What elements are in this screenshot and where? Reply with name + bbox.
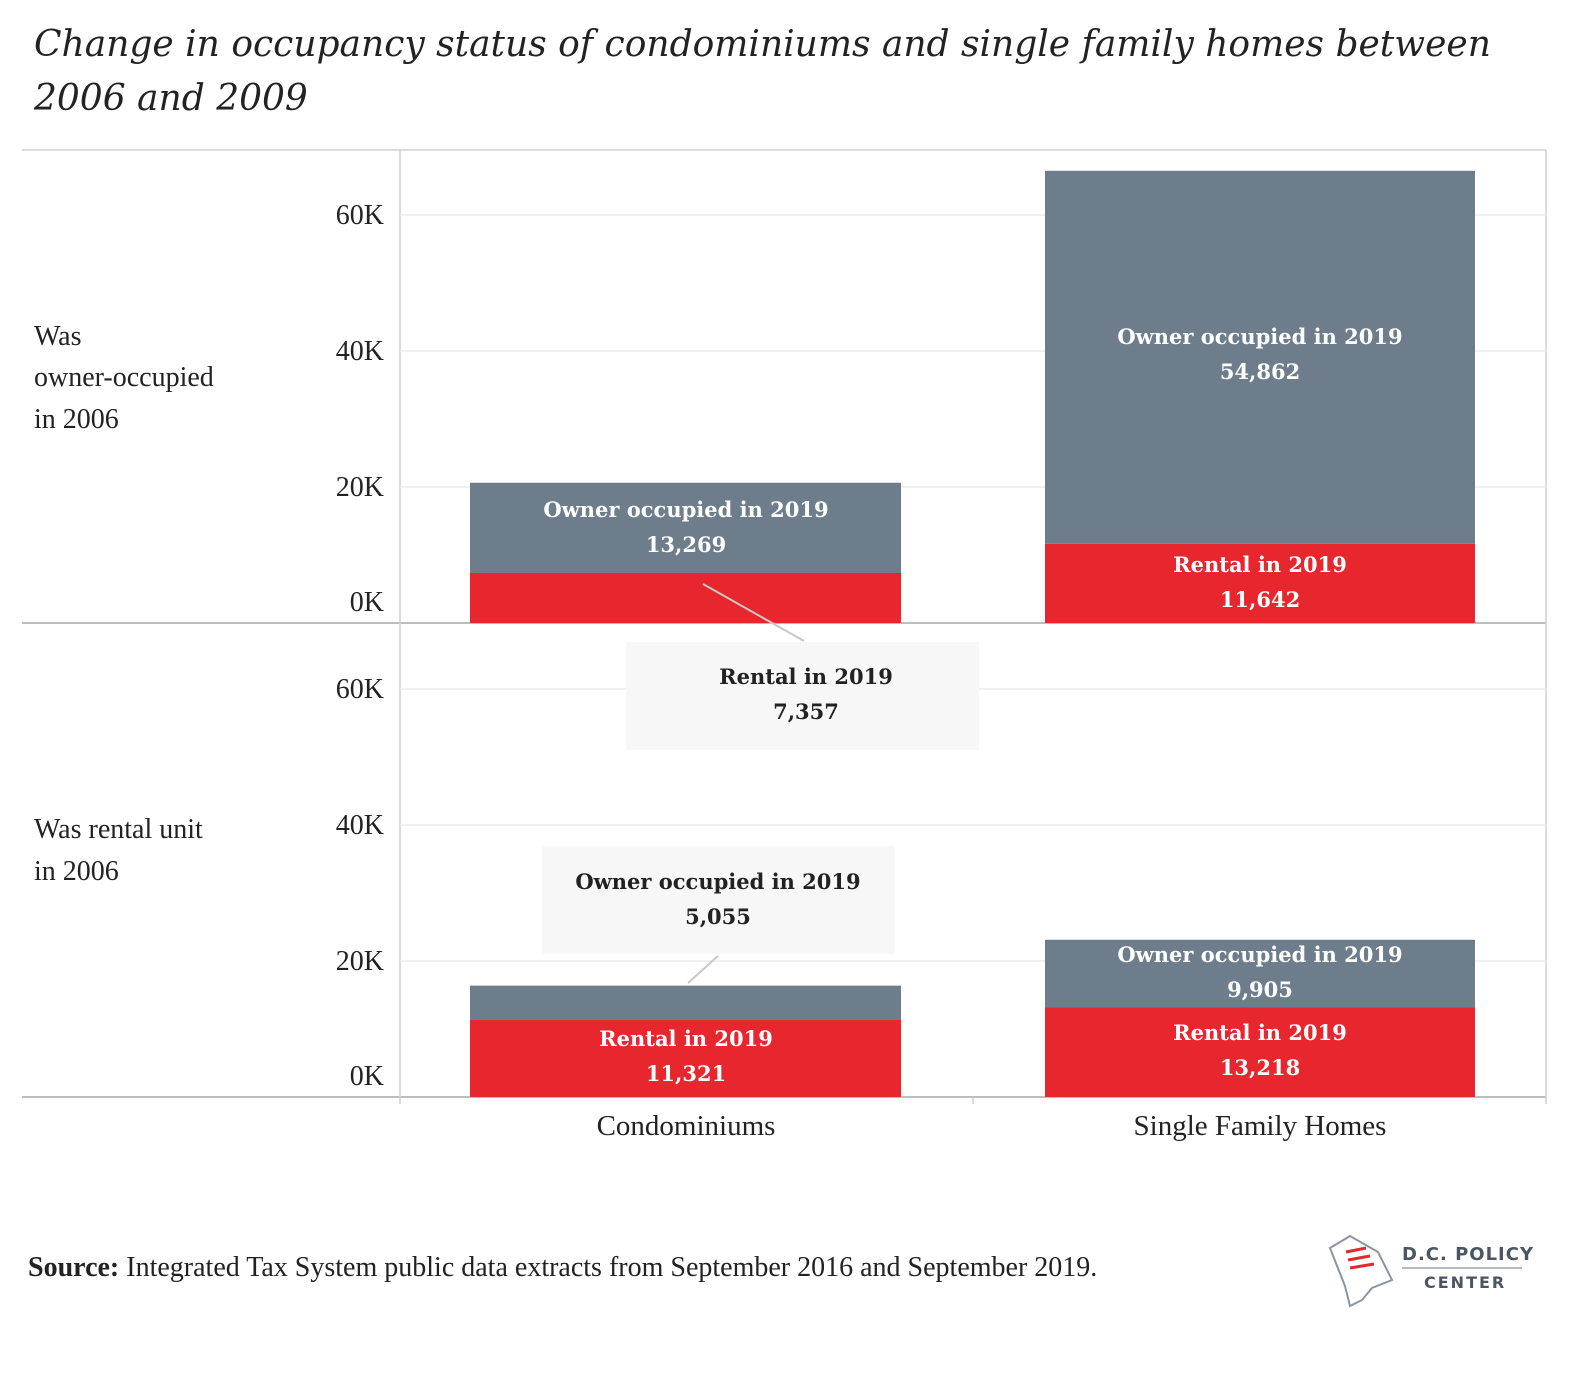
- source-text: Integrated Tax System public data extrac…: [126, 1252, 1097, 1283]
- segment-label-value: 9,905: [1227, 977, 1293, 1002]
- segment-label-name: Rental in 2019: [1173, 552, 1347, 577]
- bar-rental-segment: [470, 1020, 901, 1097]
- chart-title: Change in occupancy status of condominiu…: [34, 24, 1491, 65]
- source-label: Source:: [28, 1252, 119, 1283]
- bar-owner-segment: [470, 482, 901, 573]
- x-category-label: Single Family Homes: [1134, 1110, 1387, 1142]
- segment-label-value: 5,055: [685, 904, 751, 929]
- segment-label-value: 11,642: [1220, 587, 1300, 612]
- segment-label-name: Rental in 2019: [1173, 1020, 1347, 1045]
- y-tick-label: 20K: [336, 472, 384, 503]
- row-labels: Was owner-occupied in 2006 Was rental unit i…: [34, 321, 214, 887]
- row-label-line: Was: [34, 321, 82, 352]
- bar-rental-segment: [470, 572, 901, 623]
- bar-owner-segment: [1045, 170, 1475, 544]
- row-label-line: in 2006: [34, 856, 119, 887]
- y-axis-ticks: 0K 20K 40K 60K 0K 20K 40K 60K: [336, 200, 384, 1092]
- callout-leader-line: [687, 955, 719, 984]
- y-tick-label: 40K: [336, 810, 384, 841]
- x-category-label: Condominiums: [597, 1110, 776, 1142]
- callout-box: [626, 642, 979, 750]
- segment-label-value: 11,321: [646, 1061, 726, 1086]
- dc-policy-center-logo: D.C. POLICY CENTER: [1328, 1234, 1534, 1308]
- callout-box: [542, 846, 895, 954]
- segment-label-value: 13,218: [1220, 1055, 1300, 1080]
- row-label-line: in 2006: [34, 404, 119, 435]
- row-label-line: owner-occupied: [34, 362, 214, 393]
- bars: [470, 170, 1475, 1097]
- row-label-line: Was rental unit: [34, 814, 203, 845]
- y-tick-label: 60K: [336, 674, 384, 705]
- dc-map-icon: [1328, 1234, 1394, 1308]
- segment-label-name: Rental in 2019: [719, 664, 893, 689]
- logo-text-line-1: D.C. POLICY: [1402, 1244, 1534, 1265]
- segment-labels: Owner occupied in 2019 13,269 Owner occupi…: [542, 324, 1403, 1086]
- segment-label-value: 7,357: [773, 699, 839, 724]
- segment-label-value: 13,269: [646, 532, 726, 557]
- bar-rental-segment: [1045, 543, 1475, 623]
- segment-label-name: Rental in 2019: [599, 1026, 773, 1051]
- segment-label-name: Owner occupied in 2019: [1117, 942, 1402, 967]
- source-note: Source: Integrated Tax System public dat…: [28, 1252, 1097, 1283]
- category-labels: Condominiums Single Family Homes: [597, 1110, 1387, 1142]
- y-tick-label: 20K: [336, 946, 384, 977]
- y-tick-label: 40K: [336, 336, 384, 367]
- bar-owner-segment: [470, 985, 901, 1021]
- segment-label-value: 54,862: [1220, 359, 1300, 384]
- bar-rental-segment: [1045, 1007, 1475, 1097]
- bar-owner-segment: [1045, 939, 1475, 1008]
- segment-label-name: Owner occupied in 2019: [1117, 324, 1402, 349]
- chart-title-line-2: 2006 and 2009: [33, 78, 308, 119]
- y-tick-label: 0K: [350, 587, 384, 618]
- logo-text-line-2: CENTER: [1424, 1273, 1506, 1292]
- segment-label-name: Owner occupied in 2019: [575, 869, 860, 894]
- y-tick-label: 60K: [336, 200, 384, 231]
- segment-label-name: Owner occupied in 2019: [543, 497, 828, 522]
- y-tick-label: 0K: [350, 1061, 384, 1092]
- callout-leader-line: [702, 583, 805, 642]
